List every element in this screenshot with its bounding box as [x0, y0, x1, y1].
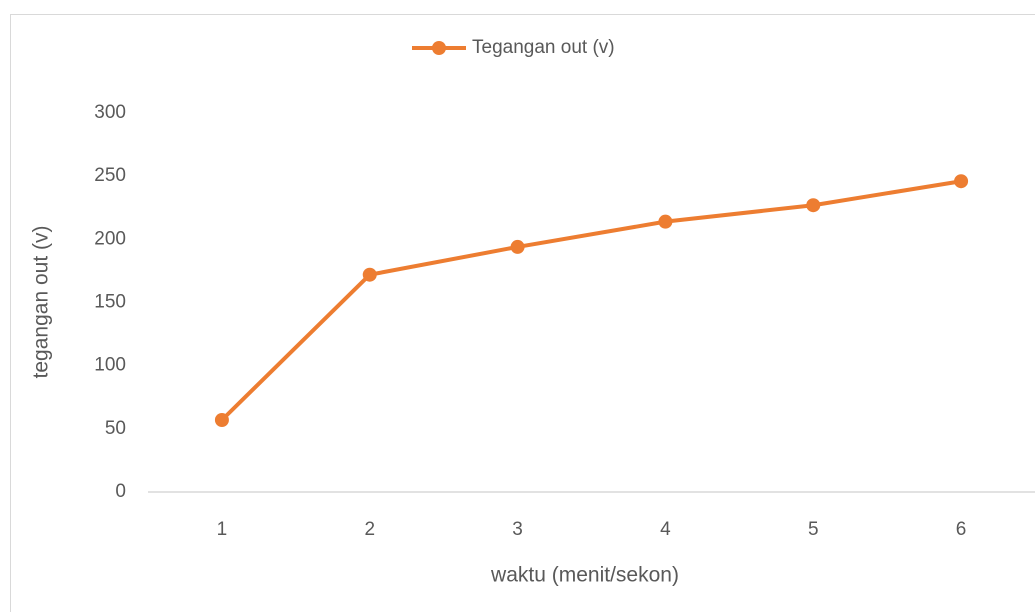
series-line: [220, 179, 962, 422]
y-axis-title: tegangan out (v): [30, 226, 53, 379]
x-tick-label: 6: [956, 519, 967, 540]
x-tick-label: 2: [364, 519, 375, 540]
x-tick-label: 5: [808, 519, 819, 540]
y-tick-label: 50: [105, 418, 126, 439]
point: [362, 267, 377, 282]
x-tick-label: 1: [217, 519, 228, 540]
x-tick-label: 3: [512, 519, 523, 540]
y-tick-label: 250: [94, 165, 126, 186]
chart-border: [10, 14, 1035, 612]
point: [214, 412, 229, 427]
legend-label: Tegangan out (v): [472, 37, 615, 58]
x-axis-title: waktu (menit/sekon): [490, 564, 679, 587]
point: [658, 214, 673, 229]
y-tick-label: 200: [94, 228, 126, 249]
x-tick-label: 4: [660, 519, 671, 540]
point: [510, 239, 525, 254]
y-tick-label: 300: [94, 102, 126, 123]
y-tick-label: 100: [94, 355, 126, 376]
legend-marker: [432, 41, 446, 55]
point: [954, 174, 969, 189]
y-tick-label: 150: [94, 292, 126, 313]
point: [806, 198, 821, 213]
y-tick-label: 0: [115, 481, 126, 502]
